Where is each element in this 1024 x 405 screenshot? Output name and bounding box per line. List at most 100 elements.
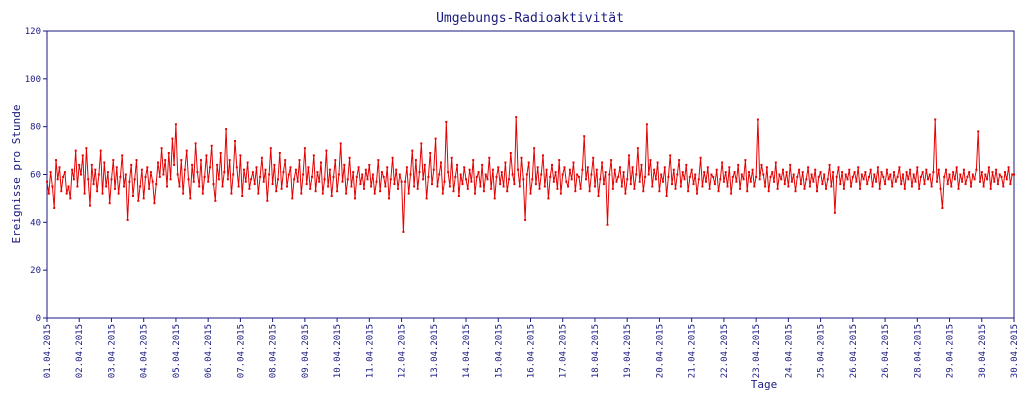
data-point (986, 178, 989, 181)
data-point (810, 173, 813, 176)
data-point (201, 192, 204, 195)
data-point (642, 190, 645, 193)
x-tick-label: 26.04.2015 (881, 324, 891, 378)
x-tick-label: 13.04.2015 (430, 324, 440, 378)
data-point (629, 183, 632, 186)
data-point (438, 173, 441, 176)
data-point (151, 180, 154, 183)
data-point (363, 187, 365, 190)
data-point (273, 163, 276, 166)
data-point (875, 180, 878, 183)
data-point (85, 147, 88, 150)
y-tick-label: 20 (30, 266, 41, 276)
data-point (60, 190, 63, 193)
data-point (106, 171, 109, 174)
data-point (71, 168, 74, 171)
data-point (166, 185, 168, 188)
data-point (1000, 175, 1003, 178)
data-point (55, 159, 57, 162)
data-point (563, 166, 566, 169)
data-point (490, 187, 493, 190)
data-point (542, 154, 544, 157)
x-tick-label: 07.04.2015 (236, 324, 246, 378)
data-point (108, 202, 111, 205)
data-point (943, 175, 946, 178)
data-point (912, 173, 915, 176)
data-point (724, 171, 727, 174)
data-point (941, 207, 944, 209)
data-point (361, 173, 364, 176)
data-point (572, 161, 575, 164)
data-point (459, 173, 462, 176)
data-point (225, 128, 228, 131)
data-point (576, 173, 579, 176)
data-point (234, 140, 236, 142)
data-point (253, 183, 256, 186)
data-point (819, 171, 822, 174)
data-point (590, 173, 593, 176)
data-point (343, 163, 346, 166)
data-point (817, 175, 820, 178)
data-point (726, 185, 729, 188)
data-point (114, 187, 116, 190)
data-point (760, 163, 763, 166)
data-point (948, 173, 951, 176)
data-point (316, 171, 319, 174)
data-point (47, 192, 50, 195)
data-point (798, 168, 801, 171)
data-point (556, 187, 559, 190)
data-point (418, 171, 421, 174)
data-point (364, 168, 367, 171)
data-point (255, 166, 258, 169)
data-point (142, 197, 145, 200)
data-point (518, 185, 521, 188)
data-point (932, 171, 935, 174)
data-point (497, 166, 500, 169)
data-point (87, 178, 90, 181)
x-tick-label: 28.04.2015 (913, 324, 923, 378)
data-point (891, 185, 894, 188)
x-tick-label: 06.04.2015 (204, 324, 214, 378)
y-tick-label: 120 (25, 27, 41, 37)
data-point (375, 180, 378, 183)
data-point (345, 192, 348, 195)
data-point (610, 159, 613, 162)
data-point (674, 187, 677, 190)
data-point (626, 178, 629, 181)
data-point (853, 171, 856, 174)
data-point (448, 185, 451, 188)
data-point (149, 171, 152, 174)
data-point (636, 147, 639, 150)
data-point (350, 185, 353, 188)
data-point (359, 183, 362, 186)
data-point (500, 171, 503, 174)
data-point (832, 171, 835, 174)
data-point (857, 166, 860, 169)
data-point (952, 171, 955, 174)
data-point (517, 168, 519, 171)
data-point (450, 156, 453, 159)
data-point (414, 159, 417, 162)
data-point (402, 230, 405, 233)
data-point (323, 178, 326, 181)
data-point (411, 149, 414, 152)
data-point (126, 218, 129, 221)
data-point (167, 152, 170, 154)
data-point (971, 173, 974, 176)
data-point (540, 173, 543, 176)
data-point (275, 190, 278, 193)
data-point (346, 178, 349, 181)
data-point (697, 178, 700, 181)
data-point (472, 159, 475, 162)
data-point (280, 187, 283, 190)
data-point (46, 180, 48, 183)
data-point (644, 175, 647, 178)
data-point (264, 168, 267, 171)
data-point (812, 180, 815, 183)
data-point (232, 173, 235, 176)
data-point (647, 173, 650, 176)
data-point (755, 175, 758, 178)
data-point (887, 178, 890, 181)
data-point (756, 118, 759, 121)
data-point (980, 171, 983, 174)
